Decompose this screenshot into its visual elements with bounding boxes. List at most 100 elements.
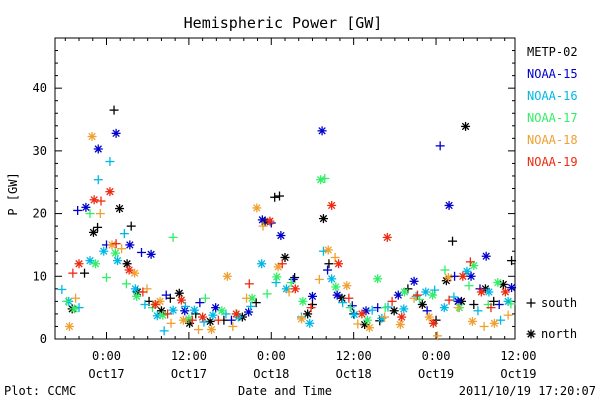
south-point [306, 303, 316, 313]
south-point [380, 312, 390, 322]
x-tick-time-label: 12:00 [336, 349, 372, 363]
south-point [187, 315, 197, 325]
x-tick-date-label: Oct17 [88, 367, 124, 381]
north-point [342, 281, 352, 291]
north-point [331, 282, 341, 292]
legend-entry: METP-02 [527, 45, 578, 59]
footer-credit: Plot: CCMC [4, 384, 76, 398]
legend-entry: NOAA-15 [527, 67, 578, 81]
south-point [286, 278, 296, 288]
north-point [399, 287, 409, 297]
north-point [99, 246, 109, 256]
y-tick-label: 10 [33, 269, 47, 283]
south-point [422, 306, 432, 316]
north-point [222, 271, 232, 281]
south-point [138, 287, 148, 297]
north-point [303, 309, 313, 319]
south-point [101, 273, 111, 283]
x-axis: 0:00 Oct17 12:00 Oct17 0:00 Oct18 12:00 Oct18 0:… [64, 38, 536, 381]
north-point [146, 249, 156, 259]
x-tick-time-label: 12:00 [500, 349, 536, 363]
north-point [132, 291, 142, 301]
south-point [453, 303, 463, 313]
north-point [296, 314, 306, 324]
south-point [251, 298, 261, 308]
y-tick-label: 20 [33, 207, 47, 221]
legend-entry: NOAA-16 [527, 89, 578, 103]
legend: METP-02 NOAA-15 NOAA-16 NOAA-17 NOAA-18 NOAA-… [526, 45, 578, 341]
north-point [89, 195, 99, 205]
south-point [373, 303, 383, 313]
legend-entry: NOAA-17 [527, 111, 578, 125]
south-point [119, 229, 129, 239]
south-point [93, 175, 103, 185]
north-point [155, 296, 165, 306]
south-point [275, 191, 285, 201]
x-tick-date-label: Oct17 [171, 367, 207, 381]
series-noaa-16 [57, 157, 513, 336]
north-point [257, 215, 267, 225]
north-point [276, 231, 286, 241]
north-point [397, 312, 407, 322]
north-point [88, 227, 98, 237]
north-point [150, 300, 160, 310]
north-point [389, 306, 399, 316]
south-point [486, 303, 496, 313]
south-marker-icon [526, 298, 536, 308]
north-point [257, 259, 267, 269]
north-point [489, 318, 499, 328]
south-point [161, 290, 171, 300]
north-point [252, 203, 262, 213]
south-point [166, 318, 176, 328]
north-point [349, 310, 359, 320]
north-point [122, 259, 132, 269]
series-noaa-18 [64, 131, 513, 341]
south-point [450, 271, 460, 281]
legend-entry: NOAA-19 [527, 155, 578, 169]
north-point [107, 240, 117, 250]
series-noaa-19 [68, 187, 510, 328]
south-point [193, 325, 203, 335]
south-point [464, 281, 474, 291]
south-point [494, 300, 504, 310]
north-point [364, 323, 374, 333]
north-point [421, 287, 431, 297]
south-point [80, 268, 90, 278]
south-point [449, 292, 459, 302]
x-tick-date-label: Oct18 [336, 367, 372, 381]
north-point [74, 259, 84, 269]
north-point [469, 261, 479, 271]
north-point [158, 310, 168, 320]
south-point [126, 221, 136, 231]
north-point [130, 284, 140, 294]
south-point [96, 196, 106, 206]
south-point [507, 256, 517, 266]
north-point [500, 287, 510, 297]
north-point [428, 290, 438, 300]
series-noaa-17 [62, 173, 516, 325]
north-point [198, 312, 208, 322]
south-point [387, 296, 397, 306]
south-point [338, 298, 348, 308]
south-point [137, 247, 147, 257]
plot-frame [54, 37, 516, 340]
y-tick-label: 0 [40, 332, 47, 346]
north-point [290, 284, 300, 294]
north-point [362, 315, 372, 325]
south-point [71, 293, 81, 303]
north-point [357, 309, 367, 319]
south-point [320, 173, 330, 183]
north-point [64, 321, 74, 331]
south-point [244, 279, 254, 289]
north-point [439, 303, 449, 313]
x-tick-time-label: 0:00 [92, 349, 121, 363]
footer-timestamp: 2011/10/19 17:20:07 [459, 384, 596, 398]
south-point [57, 284, 67, 294]
north-point [105, 187, 115, 197]
north-point [461, 121, 471, 131]
x-tick-date-label: Oct18 [253, 367, 289, 381]
south-point [506, 299, 516, 309]
north-point [189, 305, 199, 315]
legend-entry: NOAA-18 [527, 133, 578, 147]
north-point [91, 259, 101, 269]
